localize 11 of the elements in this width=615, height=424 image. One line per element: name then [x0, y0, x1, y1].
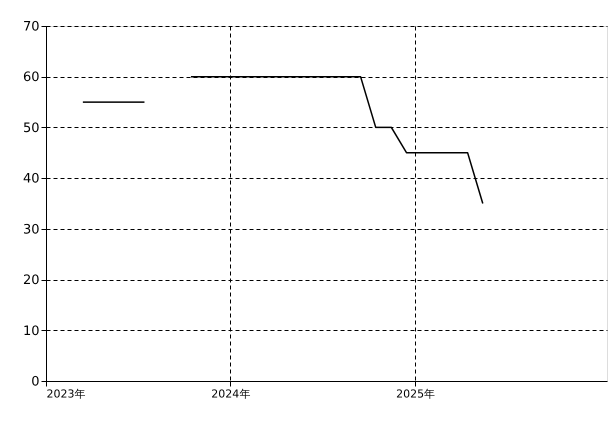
y-tick-label: 40	[22, 172, 40, 187]
y-tick-label: 50	[22, 120, 40, 136]
y-tick-label: 20	[22, 273, 40, 288]
y-tick-label: 10	[22, 324, 40, 339]
y-tick-label: 0	[31, 374, 40, 390]
x-tick-label: 2024年	[211, 388, 250, 400]
y-tick-label: 70	[22, 20, 40, 34]
y-tick-label: 60	[22, 70, 40, 86]
x-tick-label: 2023年	[46, 388, 86, 400]
y-tick-label: 30	[22, 222, 40, 238]
x-tick-label: 2025年	[396, 388, 436, 400]
